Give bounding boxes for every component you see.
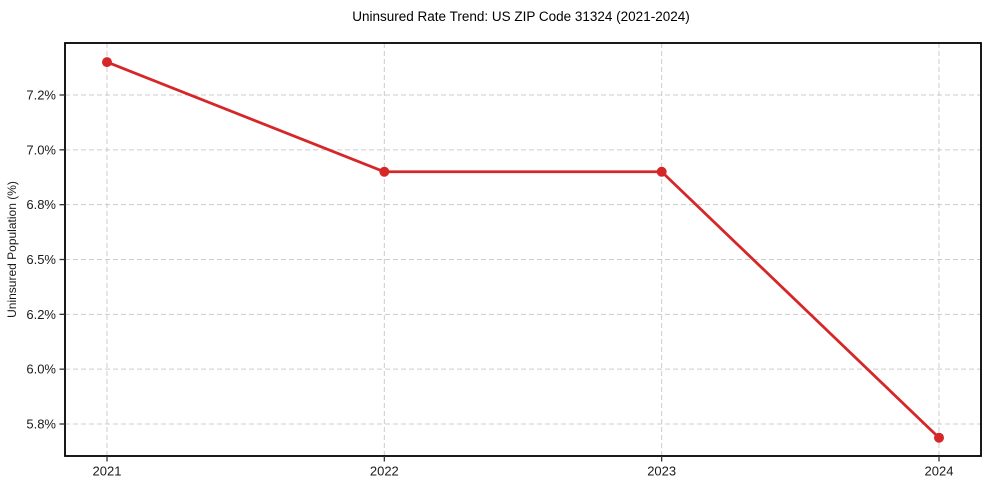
x-tick-label: 2021 [93, 464, 122, 479]
gridlines [65, 43, 981, 456]
chart-title: Uninsured Rate Trend: US ZIP Code 31324 … [352, 9, 689, 24]
y-tick-label: 6.2% [26, 307, 56, 322]
data-point [379, 166, 390, 177]
plot-area [64, 42, 982, 457]
y-tick-label: 5.8% [26, 417, 56, 432]
trend-line [105, 60, 941, 440]
y-tick-label: 7.2% [26, 88, 56, 103]
data-point [934, 432, 944, 443]
x-tick-label: 2023 [647, 464, 676, 479]
data-point [656, 166, 667, 177]
y-tick-label: 6.8% [26, 197, 56, 212]
y-axis-label: Uninsured Population (%) [5, 181, 19, 318]
x-tick-label: 2022 [370, 464, 399, 479]
data-point [102, 57, 112, 68]
y-tick-label: 7.0% [26, 142, 56, 157]
axis-tick-labels: 7.2% 7.0% 6.8% 6.5% 6.2% 6.0% 5.8% 2021 2022 2023… [26, 88, 953, 479]
y-tick-label: 6.0% [26, 362, 56, 377]
x-tick-label: 2024 [925, 464, 954, 479]
axis-tick-marks [59, 94, 940, 462]
y-tick-label: 6.5% [26, 252, 56, 267]
data-series [102, 57, 944, 443]
